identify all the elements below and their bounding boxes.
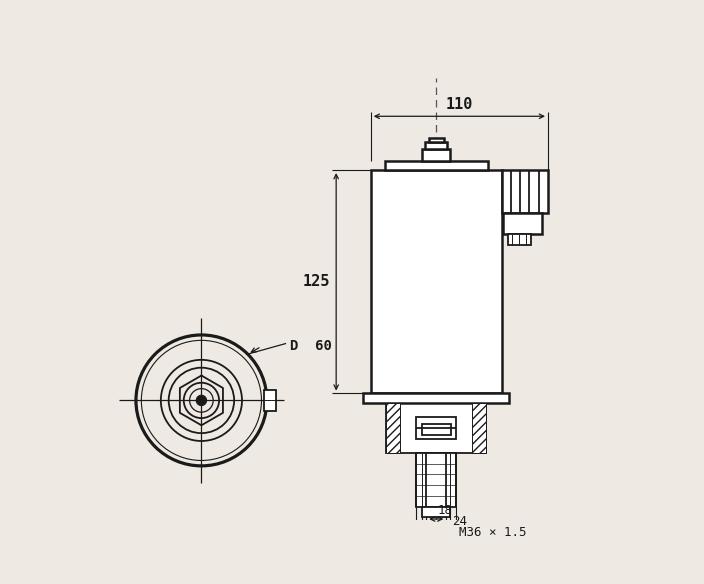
Bar xyxy=(386,403,486,453)
Bar xyxy=(508,234,531,245)
Bar xyxy=(264,390,276,411)
Bar xyxy=(422,425,451,435)
Text: 24: 24 xyxy=(453,515,467,529)
Bar xyxy=(363,394,510,403)
Bar xyxy=(472,403,486,453)
Text: D  60: D 60 xyxy=(290,339,332,353)
Bar xyxy=(429,138,444,142)
Text: 18: 18 xyxy=(438,503,453,517)
Bar xyxy=(371,170,502,394)
Circle shape xyxy=(196,395,207,406)
Text: 110: 110 xyxy=(446,97,473,112)
Text: 125: 125 xyxy=(303,274,330,289)
Bar xyxy=(503,213,542,234)
Bar xyxy=(416,453,456,507)
Bar xyxy=(502,170,548,213)
Bar xyxy=(416,418,456,439)
Bar xyxy=(425,142,447,148)
Bar xyxy=(386,403,400,453)
Text: M36 × 1.5: M36 × 1.5 xyxy=(458,526,526,539)
Bar xyxy=(422,148,450,161)
Bar xyxy=(384,161,488,170)
Bar xyxy=(422,507,450,517)
